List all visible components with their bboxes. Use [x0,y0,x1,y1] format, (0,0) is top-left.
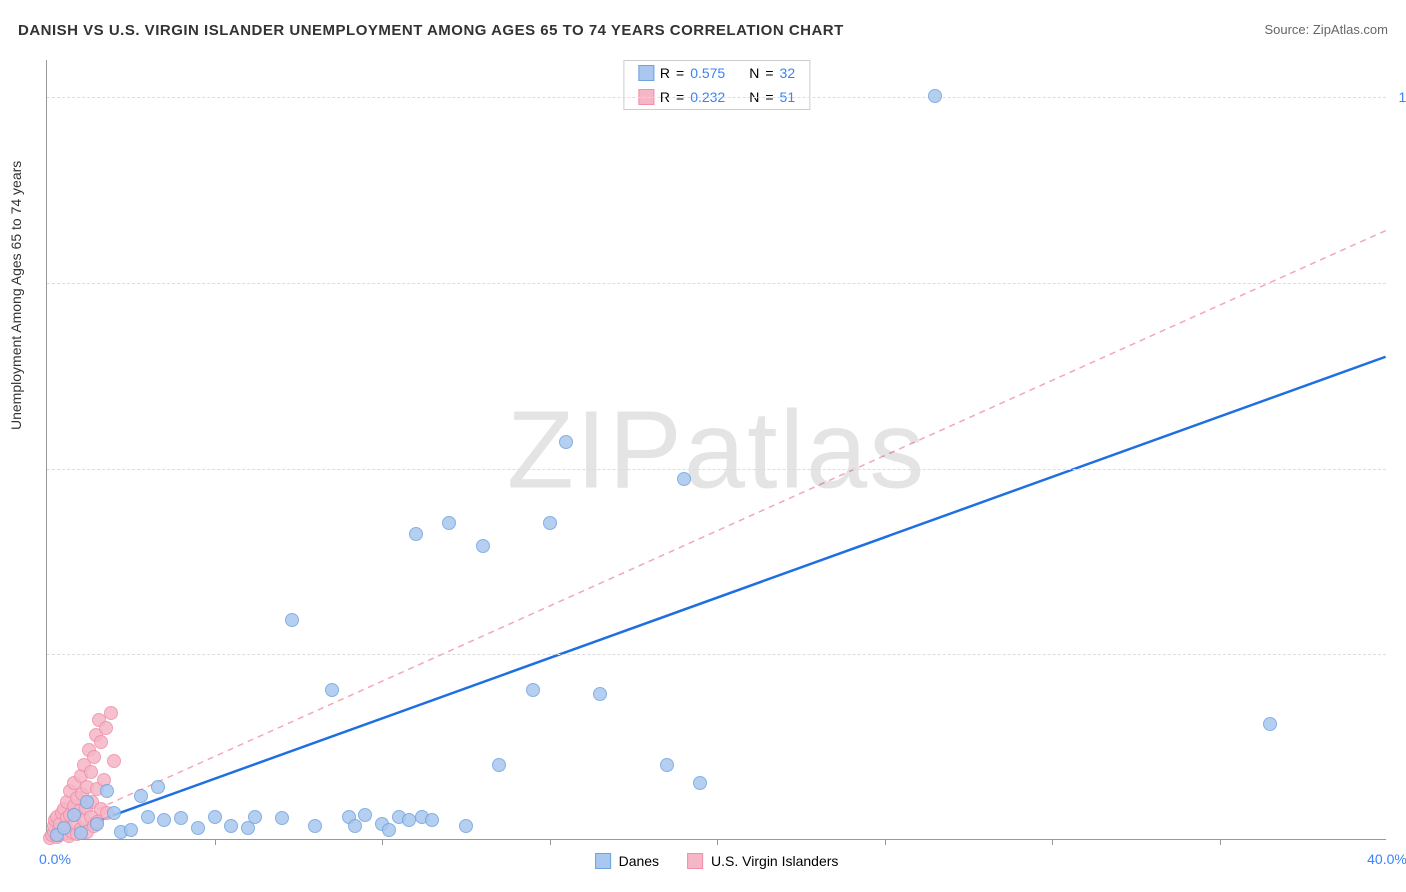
y-axis-label: Unemployment Among Ages 65 to 74 years [8,161,24,430]
data-point [559,435,573,449]
data-point [191,821,205,835]
data-point [928,89,942,103]
data-point [157,813,171,827]
data-point [57,821,71,835]
data-point [308,819,322,833]
data-point [67,808,81,822]
data-point [285,613,299,627]
data-point [224,819,238,833]
scatter-chart: ZIPatlas R = 0.575 N = 32 R = 0.232 N = … [46,60,1386,840]
chart-title: DANISH VS U.S. VIRGIN ISLANDER UNEMPLOYM… [18,22,844,39]
gridline [47,283,1386,284]
source-credit: Source: ZipAtlas.com [1264,22,1388,37]
trend-line [47,231,1385,832]
correlation-legend: R = 0.575 N = 32 R = 0.232 N = 51 [623,60,810,110]
trend-lines-layer [47,60,1386,839]
legend-label: Danes [619,853,659,869]
y-tick-label: 100.0% [1399,89,1406,105]
data-point [275,811,289,825]
data-point [84,765,98,779]
data-point [104,706,118,720]
data-point [248,810,262,824]
gridline [47,654,1386,655]
trend-line [47,357,1385,839]
legend-swatch-icon [687,853,703,869]
legend-label: U.S. Virgin Islanders [711,853,838,869]
data-point [593,687,607,701]
data-point [409,527,423,541]
eq-sign: = [765,65,773,81]
data-point [124,823,138,837]
data-point [99,721,113,735]
x-tick [1220,839,1221,845]
data-point [677,472,691,486]
n-label: N [749,65,759,81]
data-point [693,776,707,790]
x-tick [215,839,216,845]
r-value-danes: 0.575 [690,65,725,81]
legend-row-danes: R = 0.575 N = 32 [624,61,809,85]
x-tick-label: 40.0% [1367,851,1406,867]
data-point [208,810,222,824]
data-point [543,516,557,530]
swatch-danes [638,65,654,81]
data-point [94,735,108,749]
eq-sign: = [676,65,684,81]
data-point [107,806,121,820]
gridline [47,469,1386,470]
source-link[interactable]: ZipAtlas.com [1313,22,1388,37]
data-point [325,683,339,697]
data-point [425,813,439,827]
data-point [442,516,456,530]
data-point [358,808,372,822]
data-point [402,813,416,827]
data-point [660,758,674,772]
data-point [1263,717,1277,731]
data-point [151,780,165,794]
data-point [74,826,88,840]
data-point [492,758,506,772]
legend-item-danes: Danes [595,853,659,869]
x-tick [550,839,551,845]
data-point [382,823,396,837]
watermark: ZIPatlas [507,386,926,513]
x-tick [885,839,886,845]
origin-tick-label: 0.0% [39,851,71,867]
data-point [476,539,490,553]
legend-swatch-icon [595,853,611,869]
gridline [47,97,1386,98]
data-point [87,750,101,764]
data-point [174,811,188,825]
data-point [90,817,104,831]
x-tick [717,839,718,845]
r-label: R [660,65,670,81]
source-prefix: Source: [1264,22,1312,37]
data-point [526,683,540,697]
n-value-danes: 32 [780,65,796,81]
legend-item-usvi: U.S. Virgin Islanders [687,853,838,869]
series-legend: Danes U.S. Virgin Islanders [595,853,839,869]
x-tick [382,839,383,845]
data-point [141,810,155,824]
data-point [134,789,148,803]
x-tick [1052,839,1053,845]
data-point [100,784,114,798]
data-point [107,754,121,768]
data-point [459,819,473,833]
data-point [80,795,94,809]
